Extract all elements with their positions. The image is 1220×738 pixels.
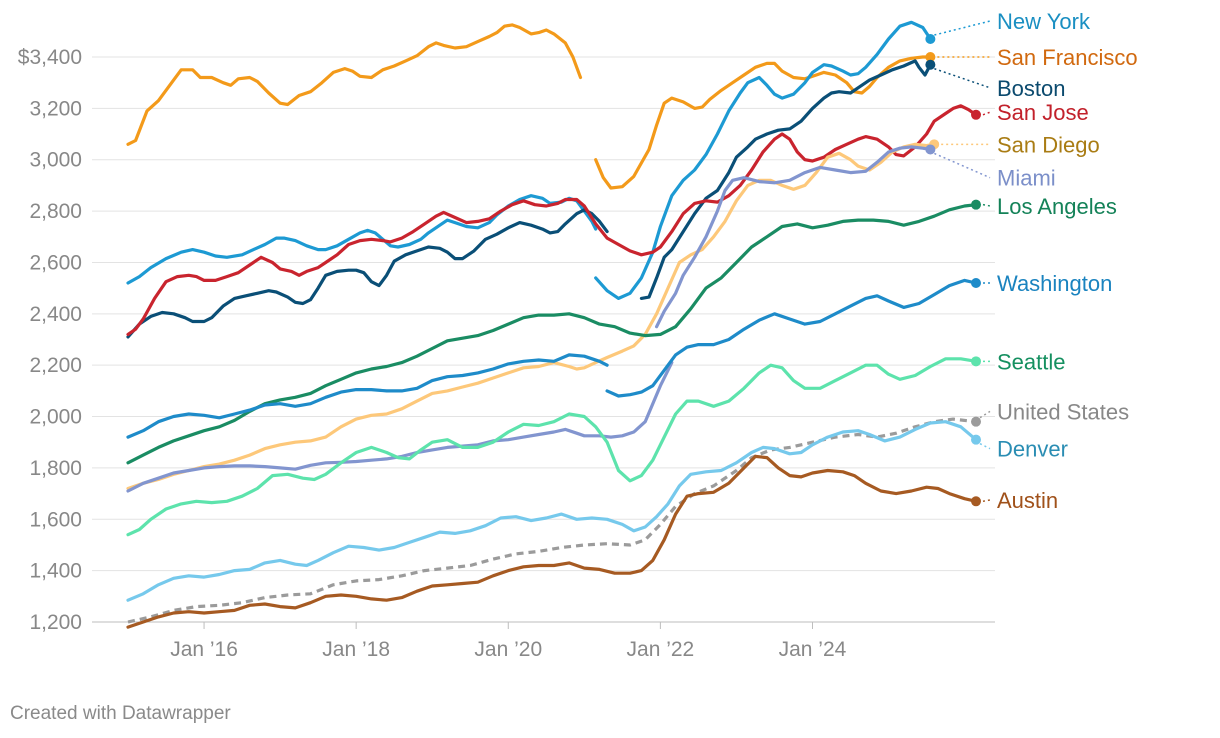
series-label-new-york: New York <box>997 9 1091 34</box>
series-end-dot-denver <box>971 434 981 445</box>
y-tick-label: 1,200 <box>29 611 82 634</box>
series-label-connector-san-jose <box>982 111 991 116</box>
series-label-boston: Boston <box>997 76 1066 101</box>
series-label-connector-denver <box>979 442 991 450</box>
x-axis: Jan ’16 Jan ’18 Jan ’20 Jan ’22 Jan ’24 <box>170 622 847 661</box>
series-line-miami <box>655 145 932 329</box>
y-tick-label: 3,200 <box>29 97 82 120</box>
series-end-dot-los-angeles <box>971 199 981 210</box>
y-tick-label: 1,400 <box>29 560 82 583</box>
y-tick-label: 2,200 <box>29 354 82 377</box>
series-label-connector-los-angeles <box>982 203 991 207</box>
series-line-san-francisco <box>126 23 583 146</box>
series-line-new-york <box>594 20 932 300</box>
y-tick-label: 2,400 <box>29 303 82 326</box>
series-label-seattle: Seattle <box>997 349 1066 374</box>
series-label-united-states: United States <box>997 399 1129 424</box>
series-label-washington: Washington <box>997 271 1112 296</box>
series-label-connector-miami <box>934 152 991 179</box>
x-tick-label: Jan ’24 <box>779 638 847 661</box>
x-tick-label: Jan ’18 <box>322 638 390 661</box>
series-end-dot-san-jose <box>971 109 981 120</box>
series-line-austin <box>126 454 978 629</box>
series-end-dot-austin <box>971 496 981 507</box>
series-label-san-jose: San Jose <box>997 100 1089 125</box>
series-end-dot-united-states <box>971 416 981 427</box>
rent-line-chart: $3,400 3,200 3,000 2,800 2,600 2,400 2,200 2,00… <box>18 9 1138 661</box>
series-end-dot-new-york <box>925 34 936 45</box>
y-tick-label: 2,600 <box>29 251 82 274</box>
series-label-denver: Denver <box>997 437 1068 462</box>
y-tick-label: 2,800 <box>29 200 82 223</box>
series-label-austin: Austin <box>997 488 1058 513</box>
series-end-dot-boston <box>925 59 936 70</box>
series-lines <box>126 20 981 629</box>
datawrapper-credit: Created with Datawrapper <box>10 703 231 724</box>
series-label-miami: Miami <box>997 166 1056 191</box>
series-line-los-angeles <box>126 203 978 465</box>
series-line-boston <box>639 59 932 300</box>
series-line-united-states <box>127 417 977 624</box>
series-label-los-angeles: Los Angeles <box>997 194 1117 219</box>
series-line-san-francisco <box>594 55 932 190</box>
y-tick-label: 3,000 <box>29 149 82 172</box>
x-tick-label: Jan ’22 <box>627 638 695 661</box>
series-label-connector-boston <box>934 67 991 89</box>
gridlines <box>92 56 995 623</box>
series-line-miami <box>126 361 674 493</box>
series-label-connector-united-states <box>979 410 991 419</box>
series-label-san-diego: San Diego <box>997 132 1100 157</box>
y-tick-label: $3,400 <box>18 46 82 69</box>
series-label-connector-new-york <box>934 20 991 36</box>
series-line-boston <box>126 208 609 339</box>
x-tick-label: Jan ’20 <box>474 638 542 661</box>
series-end-dot-seattle <box>971 356 981 367</box>
series-label-san-francisco: San Francisco <box>997 45 1138 70</box>
series-end-dot-washington <box>971 278 981 288</box>
series-end-dot-miami <box>925 144 936 155</box>
series-end-dot-san-francisco <box>925 52 936 62</box>
y-tick-label: 1,800 <box>29 457 82 480</box>
series-line-san-jose <box>126 104 978 336</box>
y-tick-label: 1,600 <box>29 508 82 531</box>
series-label-connector-austin <box>982 499 991 503</box>
y-tick-label: 2,000 <box>29 406 82 429</box>
series-line-seattle <box>126 357 978 537</box>
y-axis: $3,400 3,200 3,000 2,800 2,600 2,400 2,200 2,00… <box>18 46 82 634</box>
series-line-san-diego <box>126 142 936 491</box>
series-line-denver <box>126 420 978 602</box>
x-tick-label: Jan ’16 <box>170 638 238 661</box>
series-line-washington <box>126 353 609 439</box>
series-line-washington <box>605 278 978 398</box>
